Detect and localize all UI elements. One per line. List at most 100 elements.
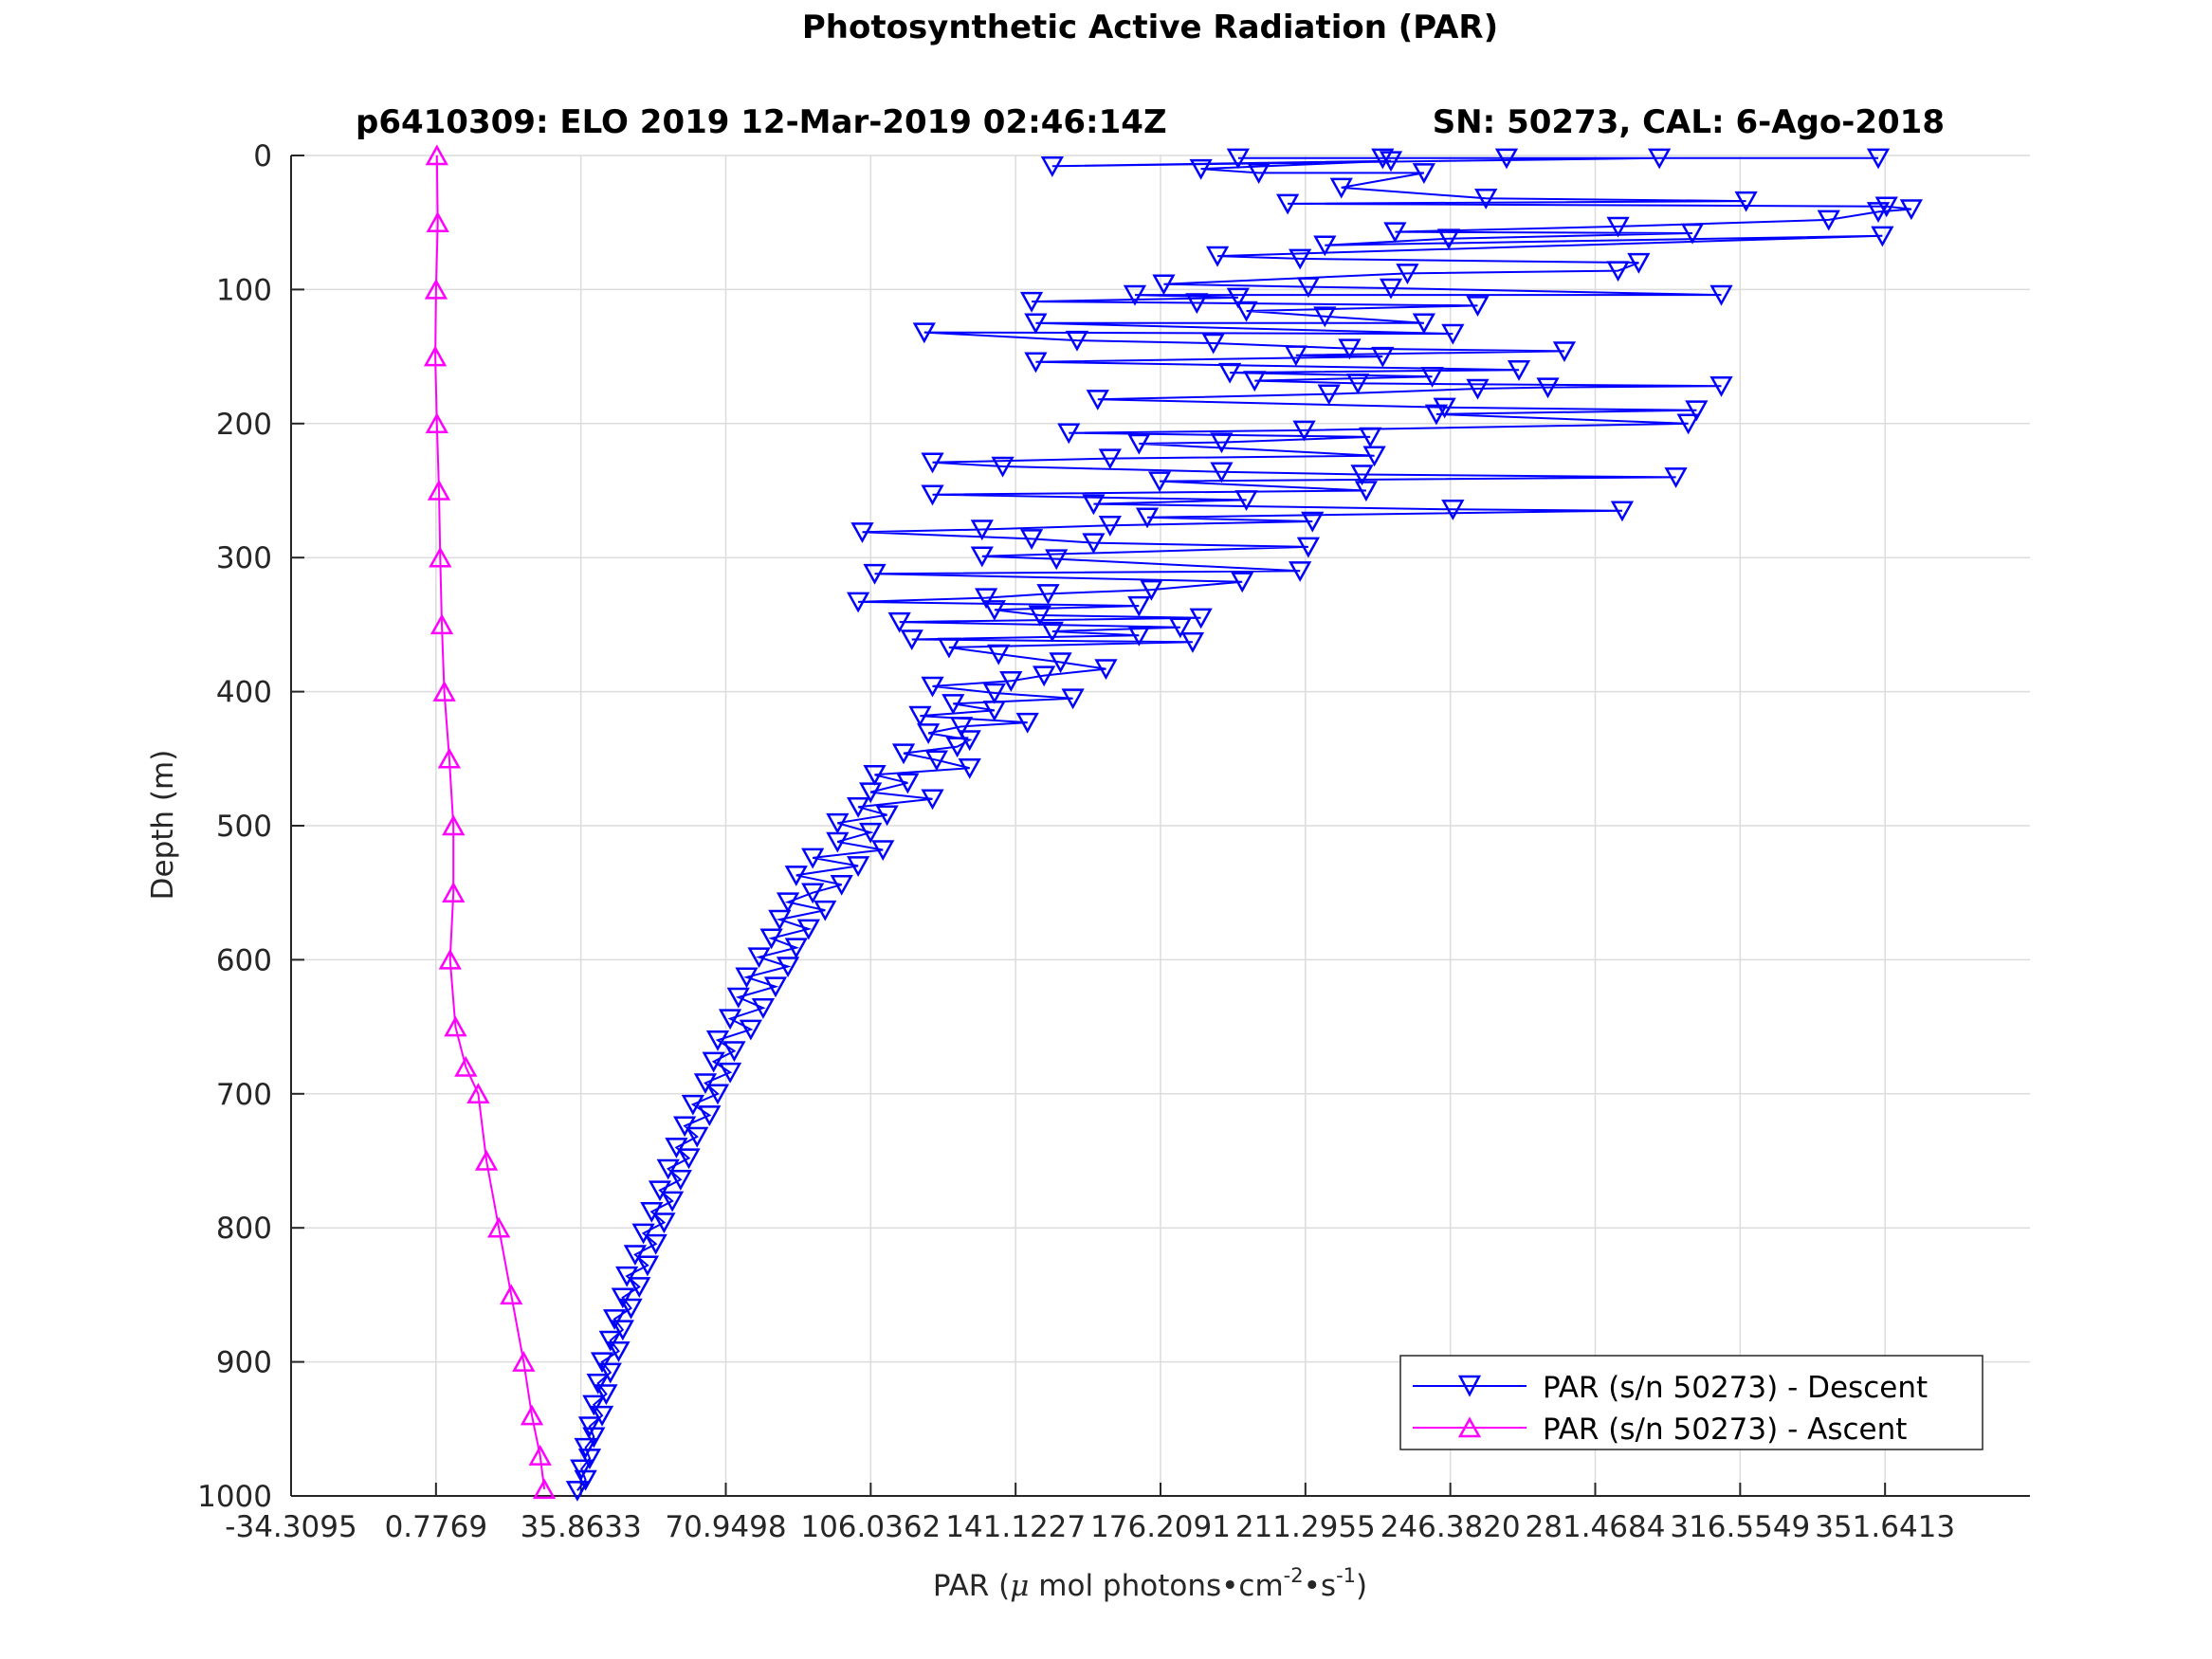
data-point-descent xyxy=(1871,226,1894,247)
data-point-descent xyxy=(846,796,870,818)
data-point-descent xyxy=(611,1320,634,1341)
data-point-descent xyxy=(921,789,944,811)
data-point-descent xyxy=(1685,400,1709,422)
data-point-descent xyxy=(623,1245,648,1267)
data-point-descent xyxy=(1610,501,1635,522)
data-point-descent xyxy=(1289,248,1312,270)
legend-label-ascent: PAR (s/n 50273) - Ascent xyxy=(1543,1413,1907,1447)
y-tick-label: 900 xyxy=(216,1346,272,1380)
data-point-descent xyxy=(991,456,1015,478)
data-point-ascent xyxy=(528,1445,552,1466)
data-point-descent xyxy=(1032,665,1056,687)
data-point-ascent xyxy=(427,479,451,501)
data-point-descent xyxy=(739,1019,762,1041)
data-point-ascent xyxy=(512,1351,536,1372)
data-point-descent xyxy=(1040,156,1064,177)
data-point-descent xyxy=(607,1341,631,1362)
series-ascent xyxy=(423,144,557,1500)
data-point-descent xyxy=(1412,163,1435,184)
data-point-descent xyxy=(1243,371,1267,392)
data-point-descent xyxy=(718,1062,742,1084)
data-point-descent xyxy=(1098,516,1122,537)
x-tick-label: 106.0362 xyxy=(800,1510,941,1544)
grid xyxy=(290,155,2030,1497)
data-point-descent xyxy=(1135,507,1160,529)
data-point-descent xyxy=(1123,284,1147,306)
x-axis-label-exp2: -1 xyxy=(1336,1564,1356,1587)
data-point-descent xyxy=(726,987,750,1009)
data-point-descent xyxy=(1040,621,1064,643)
x-tick-label: 351.6413 xyxy=(1815,1510,1955,1544)
data-point-descent xyxy=(615,1266,639,1287)
data-point-descent xyxy=(1086,390,1109,410)
data-point-descent xyxy=(1284,345,1307,367)
data-point-descent xyxy=(987,644,1011,665)
y-tick-label: 800 xyxy=(216,1212,272,1246)
data-point-descent xyxy=(1396,264,1419,285)
data-point-descent xyxy=(1049,652,1072,674)
data-point-descent xyxy=(863,563,887,585)
data-point-descent xyxy=(619,1298,643,1320)
data-point-descent xyxy=(565,1481,590,1502)
data-point-descent xyxy=(1180,632,1205,653)
data-point-descent xyxy=(648,1180,672,1202)
y-tick-label: 300 xyxy=(216,541,272,575)
data-point-descent xyxy=(1296,537,1321,558)
data-point-descent xyxy=(628,1277,651,1298)
data-point-descent xyxy=(896,773,920,794)
data-point-descent xyxy=(1127,595,1151,617)
data-point-descent xyxy=(768,909,792,931)
data-point-descent xyxy=(1292,420,1316,442)
data-point-descent xyxy=(705,1030,730,1051)
data-point-descent xyxy=(747,947,771,969)
series-descent xyxy=(565,148,1923,1502)
data-point-descent xyxy=(1338,338,1362,360)
data-point-descent xyxy=(590,1405,614,1427)
data-point-descent xyxy=(693,1073,718,1095)
data-point-descent xyxy=(1210,432,1234,454)
data-point-ascent xyxy=(520,1404,544,1426)
data-point-ascent xyxy=(500,1284,523,1305)
data-point-descent xyxy=(1234,301,1258,322)
data-point-descent xyxy=(796,919,820,940)
data-point-descent xyxy=(1899,199,1923,221)
data-point-descent xyxy=(921,452,944,474)
data-point-descent xyxy=(982,600,1006,621)
data-point-ascent xyxy=(423,345,448,367)
data-point-descent xyxy=(814,900,837,921)
data-point-descent xyxy=(644,1233,667,1255)
data-point-descent xyxy=(846,592,870,613)
data-point-descent xyxy=(1061,688,1085,710)
data-point-descent xyxy=(1536,377,1560,399)
data-point-descent xyxy=(673,1116,697,1138)
data-point-descent xyxy=(1433,397,1456,419)
data-point-descent xyxy=(1680,223,1705,245)
data-point-descent xyxy=(1045,549,1069,571)
data-point-descent xyxy=(1346,374,1370,394)
x-axis-label-mu: μ xyxy=(1010,1569,1029,1603)
data-point-ascent xyxy=(430,613,454,635)
data-point-descent xyxy=(1412,313,1435,335)
x-tick-label: 281.4684 xyxy=(1526,1510,1666,1544)
data-point-descent xyxy=(1082,533,1106,555)
data-point-descent xyxy=(751,998,776,1019)
data-point-descent xyxy=(1494,148,1519,170)
data-point-ascent xyxy=(532,1478,557,1500)
data-point-ascent xyxy=(442,814,466,836)
data-point-descent xyxy=(698,1105,722,1126)
data-point-descent xyxy=(1709,284,1733,306)
data-point-descent xyxy=(801,883,825,904)
data-point-descent xyxy=(941,694,965,715)
data-point-descent xyxy=(1329,177,1353,199)
data-point-descent xyxy=(784,938,808,959)
data-point-ascent xyxy=(425,412,448,434)
data-point-descent xyxy=(1734,191,1758,212)
data-point-descent xyxy=(1289,561,1312,582)
data-point-descent xyxy=(1866,148,1891,170)
data-point-descent xyxy=(1441,323,1465,345)
data-point-descent xyxy=(1466,296,1490,317)
data-point-descent xyxy=(1379,278,1403,300)
data-point-descent xyxy=(887,611,911,633)
data-point-descent xyxy=(912,322,936,344)
data-point-descent xyxy=(656,1158,680,1180)
